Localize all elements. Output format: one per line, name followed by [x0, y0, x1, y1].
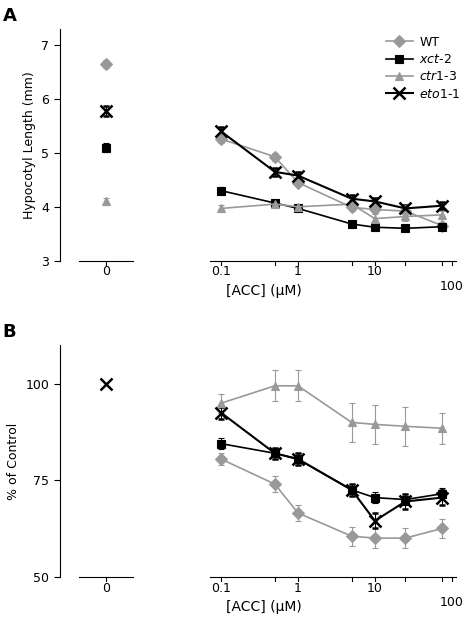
Text: B: B: [3, 323, 17, 341]
X-axis label: [ACC] (μM): [ACC] (μM): [226, 600, 301, 614]
Text: A: A: [3, 7, 17, 25]
X-axis label: [ACC] (μM): [ACC] (μM): [226, 284, 301, 298]
Text: 100: 100: [440, 596, 464, 609]
Text: 100: 100: [440, 280, 464, 293]
Legend: WT, $\it{xct\text{-}2}$, $\it{ctr1\text{-}3}$, $\it{eto1\text{-}1}$: WT, $\it{xct\text{-}2}$, $\it{ctr1\text{…: [381, 30, 466, 106]
Y-axis label: Hypocotyl Length (mm): Hypocotyl Length (mm): [23, 71, 36, 219]
Y-axis label: % of Control: % of Control: [7, 422, 20, 500]
